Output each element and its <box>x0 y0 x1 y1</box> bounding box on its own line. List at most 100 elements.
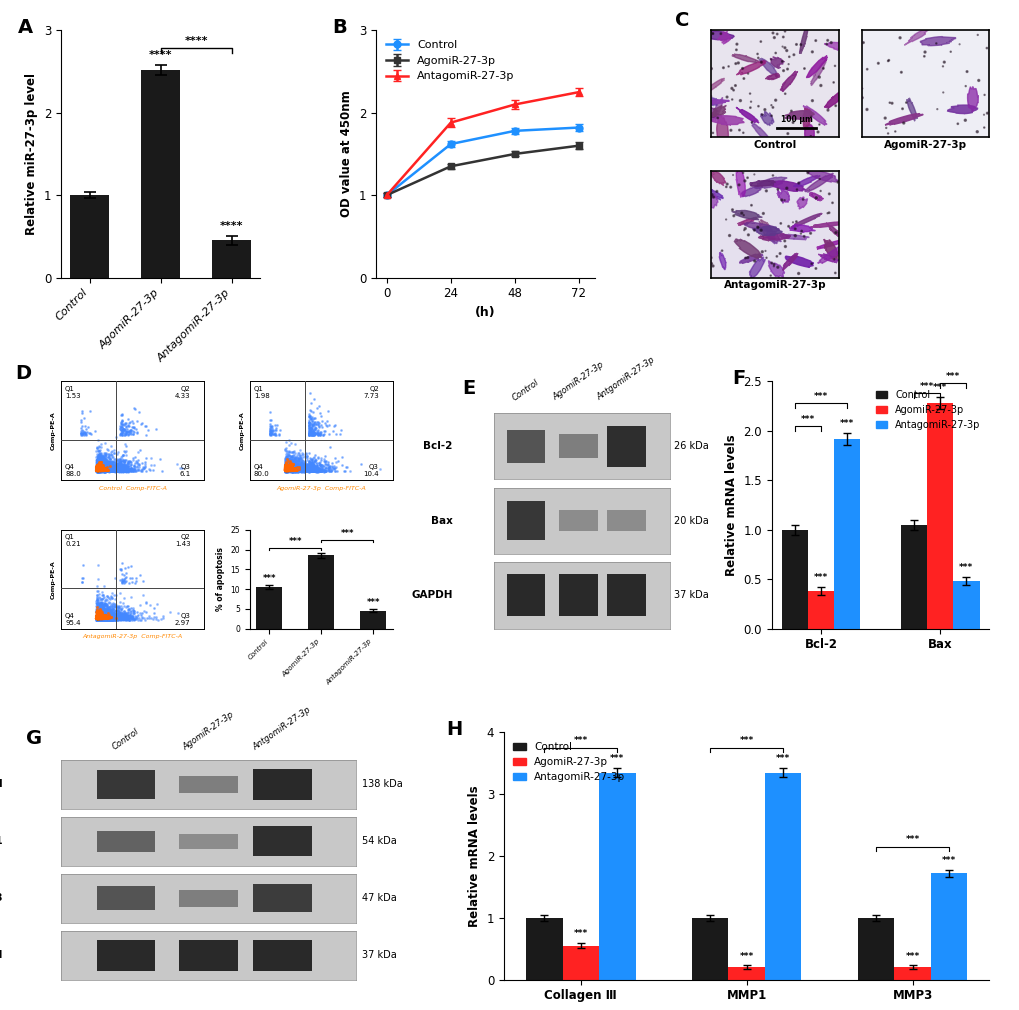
Point <box>287 452 304 469</box>
Point <box>91 610 107 626</box>
Point <box>94 462 110 478</box>
Point <box>288 464 305 480</box>
Point <box>89 461 105 477</box>
Point <box>128 608 145 624</box>
Point <box>103 607 119 623</box>
Point <box>99 607 115 623</box>
Point <box>114 463 130 479</box>
Point <box>99 459 115 475</box>
Point <box>102 609 118 625</box>
Point <box>89 461 105 477</box>
Point <box>94 611 110 627</box>
Text: 100 μm: 100 μm <box>780 115 812 124</box>
Point <box>89 463 105 479</box>
Point <box>99 459 115 475</box>
Point <box>89 461 105 477</box>
Point <box>285 461 302 477</box>
Point <box>281 462 298 478</box>
Point <box>109 603 125 619</box>
Point <box>109 461 125 477</box>
Point <box>111 594 127 610</box>
Point <box>89 610 105 626</box>
Point <box>277 460 293 476</box>
Point <box>120 453 137 470</box>
Point <box>116 426 132 442</box>
Point <box>89 460 105 476</box>
Point <box>90 462 106 478</box>
Point <box>762 268 779 284</box>
Point <box>98 608 114 624</box>
Point <box>819 102 836 118</box>
Point <box>92 464 108 480</box>
Point <box>92 608 108 624</box>
Point <box>283 464 300 480</box>
Point <box>279 461 296 477</box>
Point <box>93 610 109 626</box>
Point <box>93 459 109 475</box>
Point <box>279 461 296 477</box>
Point <box>316 423 332 439</box>
Point <box>278 462 294 478</box>
Point <box>95 453 111 470</box>
Point <box>307 462 323 478</box>
Point <box>92 463 108 479</box>
Point <box>98 610 114 626</box>
Point <box>321 459 337 475</box>
Point <box>319 413 335 429</box>
Point <box>280 462 297 478</box>
Point <box>99 607 115 623</box>
Point <box>92 461 108 477</box>
Point <box>89 459 105 475</box>
Point <box>125 424 142 440</box>
Point <box>89 461 105 477</box>
Point <box>280 457 297 473</box>
Point <box>137 611 153 627</box>
Point <box>91 463 107 479</box>
Point <box>89 610 105 626</box>
Point <box>96 464 112 480</box>
Point <box>803 43 819 60</box>
Point <box>94 607 110 623</box>
Point <box>113 460 129 476</box>
Point <box>95 448 111 465</box>
Point <box>94 458 110 474</box>
Point <box>304 462 320 478</box>
Point <box>98 610 114 626</box>
Point <box>90 461 106 477</box>
Point <box>90 609 106 625</box>
Point <box>90 462 106 478</box>
Point <box>102 459 118 475</box>
Point <box>90 462 106 478</box>
Point <box>277 459 293 475</box>
Point <box>278 462 294 478</box>
Point <box>277 462 293 478</box>
Point <box>92 606 108 622</box>
Point <box>97 463 113 479</box>
Point <box>90 610 106 626</box>
Point <box>90 611 106 627</box>
Point <box>277 460 293 476</box>
Point <box>292 460 309 476</box>
Point <box>93 456 109 472</box>
Point <box>709 110 726 126</box>
Point <box>277 460 293 476</box>
Point <box>277 462 293 478</box>
Point <box>98 461 114 477</box>
Point <box>91 461 107 477</box>
Point <box>281 454 298 471</box>
Point <box>96 461 112 477</box>
Point <box>114 611 130 627</box>
Point <box>89 604 105 620</box>
Point <box>91 609 107 625</box>
Point <box>107 608 123 624</box>
Point <box>280 462 297 478</box>
Point <box>90 610 106 626</box>
Point <box>96 612 112 628</box>
Point <box>284 461 301 477</box>
Point <box>97 463 113 479</box>
Point <box>304 462 320 478</box>
Point <box>96 611 112 627</box>
Point <box>281 460 298 476</box>
Point <box>92 463 108 479</box>
Point <box>98 611 114 627</box>
